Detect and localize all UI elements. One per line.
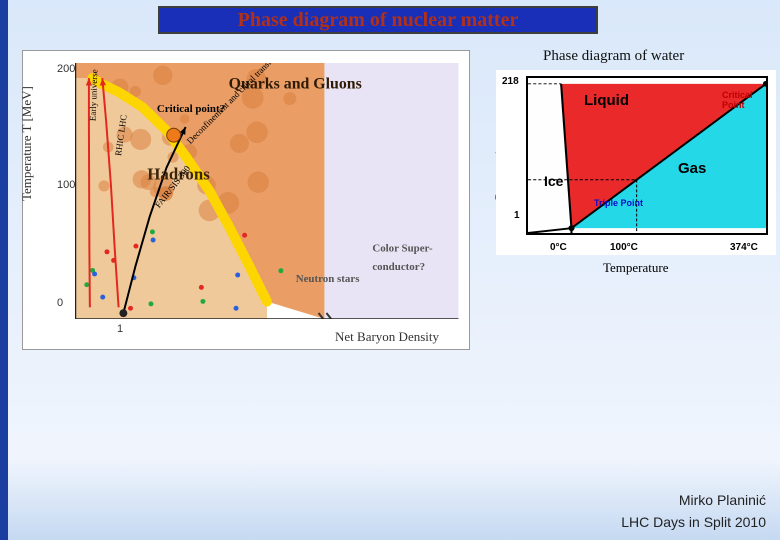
qcd-svg: HadronsQuarks and GluonsNeutron starsCol… [75, 63, 459, 319]
water-diagram-title: Phase diagram of water [543, 48, 684, 65]
water-critical-label: Critical Point [722, 90, 766, 110]
water-x-axis-label: Temperature [603, 260, 669, 276]
qcd-y-axis-label: Temperature T [MeV] [19, 86, 35, 201]
water-gas-label: Gas [678, 160, 706, 177]
slide-title: Phase diagram of nuclear matter [238, 9, 519, 32]
slide-title-bar: Phase diagram of nuclear matter [158, 6, 598, 34]
qcd-ytick-200: 200 [57, 63, 75, 75]
water-phase-diagram: Ice Liquid Gas Critical Point Triple Poi… [496, 70, 776, 255]
water-xtick-100: 100°C [610, 242, 638, 253]
water-xtick-374: 374°C [730, 242, 758, 253]
water-ytick-218: 218 [502, 76, 519, 87]
water-xtick-0: 0°C [550, 242, 567, 253]
qcd-plot-area: HadronsQuarks and GluonsNeutron starsCol… [75, 63, 459, 319]
water-liquid-label: Liquid [584, 92, 629, 109]
svg-text:Neutron stars: Neutron stars [296, 273, 360, 285]
qcd-xtick-1: 1 [117, 323, 123, 335]
conference-name: LHC Days in Split 2010 [621, 514, 766, 530]
svg-text:conductor?: conductor? [372, 261, 425, 273]
qcd-ytick-0: 0 [57, 297, 63, 309]
svg-text:Early universe: Early universe [88, 69, 100, 121]
qcd-phase-diagram: Temperature T [MeV] 200 100 0 1 HadronsQ… [22, 50, 470, 350]
water-ytick-1: 1 [514, 210, 520, 221]
author-name: Mirko Planinić [679, 492, 766, 508]
water-ice-label: Ice [544, 173, 563, 189]
qcd-ytick-100: 100 [57, 179, 75, 191]
qcd-x-axis-label: Net Baryon Density [335, 329, 439, 345]
water-triple-label: Triple Point [594, 198, 643, 208]
water-plot-area: Ice Liquid Gas Critical Point Triple Poi… [526, 76, 768, 235]
svg-text:Color Super-: Color Super- [372, 243, 433, 255]
